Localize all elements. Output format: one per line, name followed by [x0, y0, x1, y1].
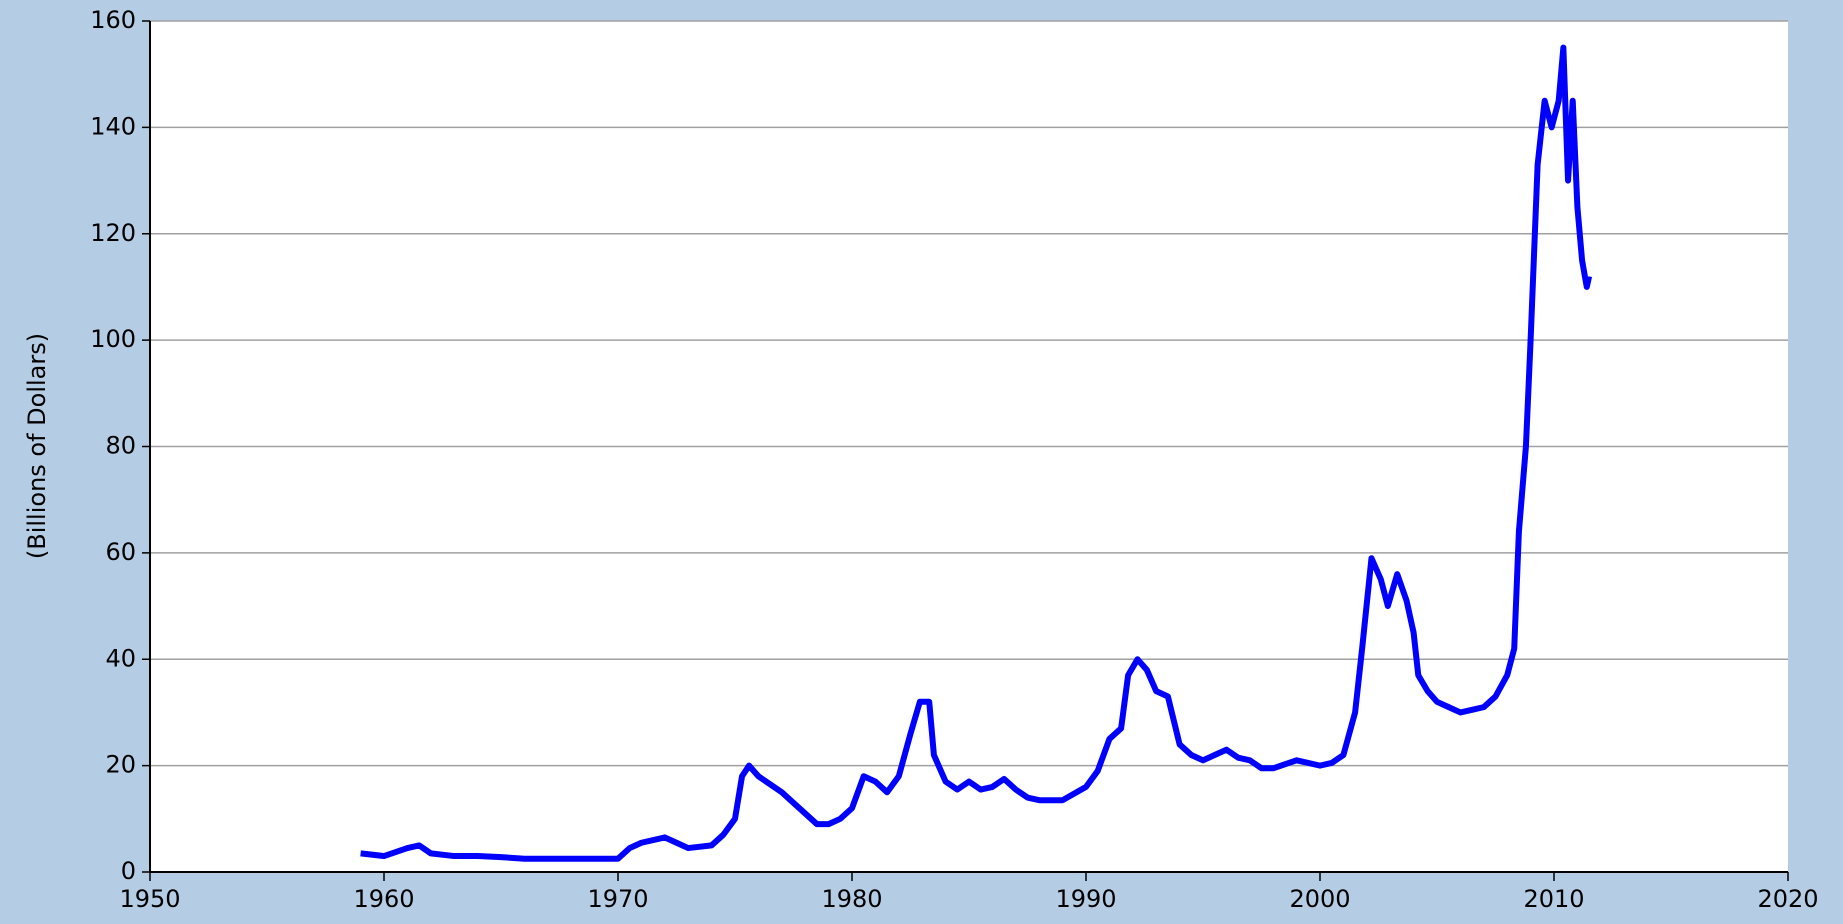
x-tick-label: 2020 [1757, 885, 1818, 913]
x-tick-label: 1970 [587, 885, 648, 913]
x-tick-label: 2010 [1523, 885, 1584, 913]
y-tick-label: 40 [105, 644, 136, 672]
x-tick-label: 1980 [821, 885, 882, 913]
y-axis-label: (Billions of Dollars) [23, 333, 51, 559]
y-tick-label: 120 [90, 219, 136, 247]
x-tick-label: 1990 [1055, 885, 1116, 913]
y-tick-label: 0 [121, 857, 136, 885]
y-tick-label: 160 [90, 6, 136, 34]
x-tick-label: 2000 [1289, 885, 1350, 913]
x-tick-label: 1950 [119, 885, 180, 913]
data-line [360, 44, 1593, 862]
y-tick-label: 100 [90, 325, 136, 353]
y-tick-label: 80 [105, 432, 136, 460]
y-tick-label: 60 [105, 538, 136, 566]
x-tick-label: 1960 [353, 885, 414, 913]
y-tick-label: 20 [105, 751, 136, 779]
y-tick-label: 140 [90, 112, 136, 140]
